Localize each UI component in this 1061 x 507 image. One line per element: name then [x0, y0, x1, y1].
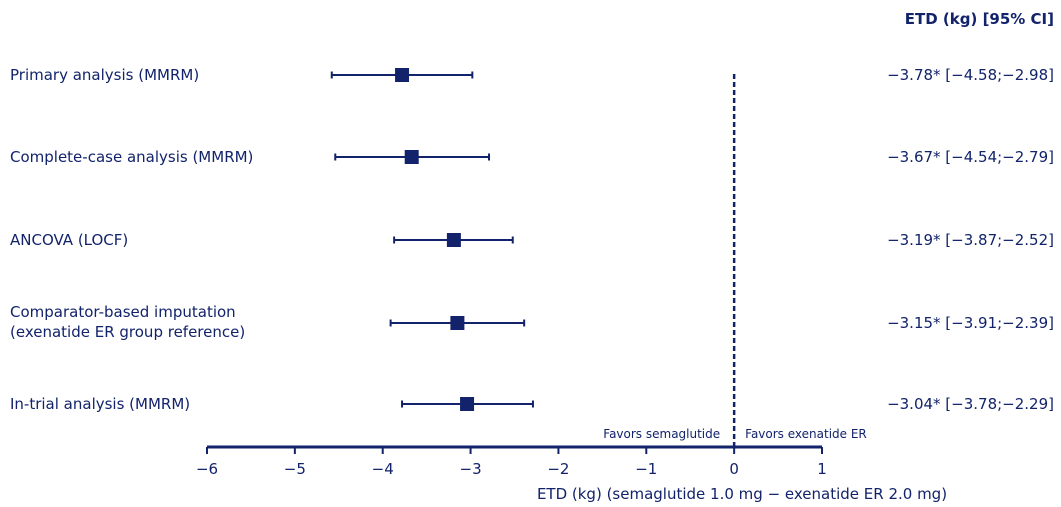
- x-tick-label: −4: [372, 460, 394, 478]
- point-estimate: [446, 233, 461, 247]
- point-estimate: [450, 316, 465, 330]
- x-tick-label: −2: [547, 460, 569, 478]
- point-estimate: [460, 397, 475, 411]
- etd-value: −3.67* [−4.54;−2.79]: [887, 148, 1054, 166]
- etd-value: −3.19* [−3.87;−2.52]: [887, 231, 1054, 249]
- etd-value: −3.04* [−3.78;−2.29]: [887, 395, 1054, 413]
- favors-exenatide-label: Favors exenatide ER: [745, 427, 867, 441]
- point-estimate: [395, 68, 410, 82]
- row-label: Comparator-based imputation: [10, 303, 236, 321]
- row-label: In-trial analysis (MMRM): [10, 395, 190, 413]
- row-label: ANCOVA (LOCF): [10, 231, 128, 249]
- etd-value: −3.15* [−3.91;−2.39]: [887, 314, 1054, 332]
- x-tick-label: 0: [729, 460, 739, 478]
- x-tick-label: −1: [635, 460, 657, 478]
- x-tick-label: 1: [817, 460, 827, 478]
- x-axis-title: ETD (kg) (semaglutide 1.0 mg − exenatide…: [537, 485, 947, 503]
- etd-value: −3.78* [−4.58;−2.98]: [887, 66, 1054, 84]
- x-tick-label: −3: [460, 460, 482, 478]
- favors-semaglutide-label: Favors semaglutide: [603, 427, 720, 441]
- x-tick-label: −6: [196, 460, 218, 478]
- row-label: (exenatide ER group reference): [10, 323, 245, 341]
- row-label: Complete-case analysis (MMRM): [10, 148, 253, 166]
- point-estimate: [404, 150, 419, 164]
- x-tick-label: −5: [284, 460, 306, 478]
- row-label: Primary analysis (MMRM): [10, 66, 199, 84]
- etd-column-header: ETD (kg) [95% CI]: [905, 10, 1054, 28]
